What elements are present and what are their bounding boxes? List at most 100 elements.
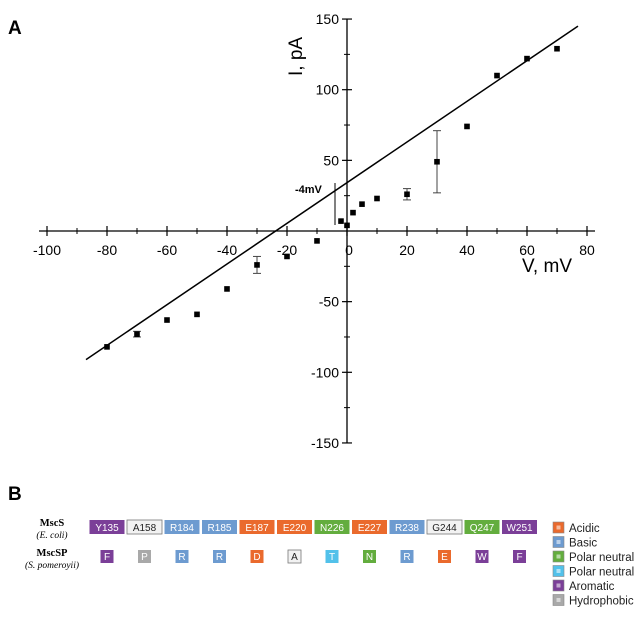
legend-swatch-highlight (556, 554, 561, 559)
x-tick-label: 40 (459, 242, 475, 258)
residue-box (164, 520, 200, 534)
residue-box (213, 550, 226, 563)
residue-box (250, 550, 264, 563)
data-point (350, 209, 356, 216)
residue-box (426, 519, 463, 535)
residue-box (325, 550, 339, 563)
data-points (104, 45, 560, 350)
reversal-potential-note: -4mV (295, 184, 323, 196)
residue-box (389, 520, 425, 534)
x-tick-label: 20 (399, 242, 415, 258)
data-point (254, 262, 260, 268)
x-tick-label: 80 (579, 242, 595, 258)
data-point (194, 311, 200, 318)
residue-label: N (366, 552, 373, 563)
legend-label: Acidic (569, 523, 600, 535)
residue-label: E187 (245, 523, 269, 534)
y-tick-label: -50 (319, 294, 339, 310)
legend-swatch-highlight (556, 525, 561, 530)
organism-species: (S. pomeroyii) (25, 560, 79, 571)
data-point (374, 195, 380, 202)
data-point (494, 72, 500, 79)
y-tick-label: -150 (311, 435, 339, 451)
residue-label: W251 (506, 523, 533, 534)
data-point (359, 201, 365, 207)
residue-label: E227 (358, 523, 382, 534)
residue-box (202, 520, 237, 534)
data-point (524, 55, 530, 62)
residue-box (438, 550, 451, 563)
data-point (224, 286, 230, 292)
y-tick-label: -100 (311, 364, 339, 380)
residue-box (475, 550, 489, 563)
organism-name: MscS (40, 518, 65, 529)
residue-label: A (291, 552, 298, 563)
y-axis-title: I, pA (286, 37, 307, 76)
residue-box (138, 550, 151, 563)
data-point (554, 45, 560, 52)
legend-label: Aromatic (569, 581, 615, 593)
legend-swatch-highlight (556, 540, 561, 544)
y-tick-label: 50 (323, 152, 339, 168)
residue-box (400, 550, 414, 563)
residue-label: R (178, 552, 185, 563)
residue-box (363, 550, 376, 563)
organism-labels: MscS(E. coli) MscSP(S. pomeroyii) (25, 518, 79, 571)
x-tick-label: -40 (217, 242, 237, 258)
x-tick-label: -20 (277, 242, 297, 258)
residue-label: F (516, 552, 522, 563)
residue-label: R185 (208, 523, 232, 534)
residue-legend: Acidic Basic Polar neutral Polar neutral Aro… (552, 521, 634, 608)
x-tick-label: 60 (519, 242, 535, 258)
residue-box (287, 549, 302, 564)
residue-box (314, 520, 350, 534)
residue-label: W (477, 552, 487, 563)
residue-box (464, 520, 500, 534)
residue-label: R (216, 552, 223, 563)
residue-label: Y135 (95, 523, 119, 534)
linear-fit-line (85, 25, 579, 361)
residue-label: E (441, 552, 448, 563)
y-tick-label: 100 (316, 82, 340, 98)
x-axis-title: V, mV (522, 256, 572, 277)
residue-label: E220 (283, 523, 307, 534)
data-point (134, 331, 140, 337)
residue-box (126, 519, 163, 535)
residue-box (239, 520, 275, 534)
legend-swatch-highlight (556, 569, 561, 573)
chart-axes: -100 -80 -60 -40 -20 0 20 40 60 80 -150 -100 -50 50 10… (33, 11, 595, 451)
residue-label: R238 (395, 523, 419, 534)
residue-comparison-panel: B MscS(E. coli) MscSP(S. pomeroyii) Y135 A… (8, 484, 634, 608)
panel-b-label: B (8, 484, 22, 505)
organism-species: (E. coli) (36, 530, 67, 541)
residue-box (277, 520, 312, 534)
residue-label: R184 (170, 523, 194, 534)
residue-label: F (104, 552, 110, 563)
organism-name: MscSP (37, 548, 68, 559)
residue-label: N226 (320, 523, 344, 534)
legend-label: Polar neutral (569, 567, 634, 579)
residue-box (502, 520, 537, 534)
data-point (338, 218, 344, 224)
x-tick-label: 0 (345, 242, 353, 258)
residue-label: T (329, 552, 335, 563)
data-point (464, 123, 470, 130)
residue-label: D (253, 552, 260, 563)
legend-swatch-highlight (556, 583, 561, 588)
residue-box (100, 550, 114, 563)
residue-box (175, 550, 189, 563)
y-tick-label: 150 (316, 11, 340, 27)
data-point (284, 253, 290, 260)
panel-a-label: A (8, 18, 22, 39)
data-point (164, 317, 170, 323)
x-tick-label: -80 (97, 242, 117, 258)
residue-label: A158 (133, 523, 157, 534)
legend-swatch-highlight (556, 598, 561, 602)
iv-curve-chart: A -100 -80 -60 -40 -20 0 20 40 60 80 -150 -100 -50 50… (8, 11, 595, 451)
data-point (434, 158, 440, 165)
residue-label: P (141, 552, 148, 563)
residue-label: G244 (432, 523, 457, 534)
data-point (314, 238, 320, 244)
legend-label: Basic (569, 538, 597, 550)
residue-boxes: Y135 A158 R184 R185 E187 E220 N226 E227 R238 G244… (89, 519, 537, 564)
